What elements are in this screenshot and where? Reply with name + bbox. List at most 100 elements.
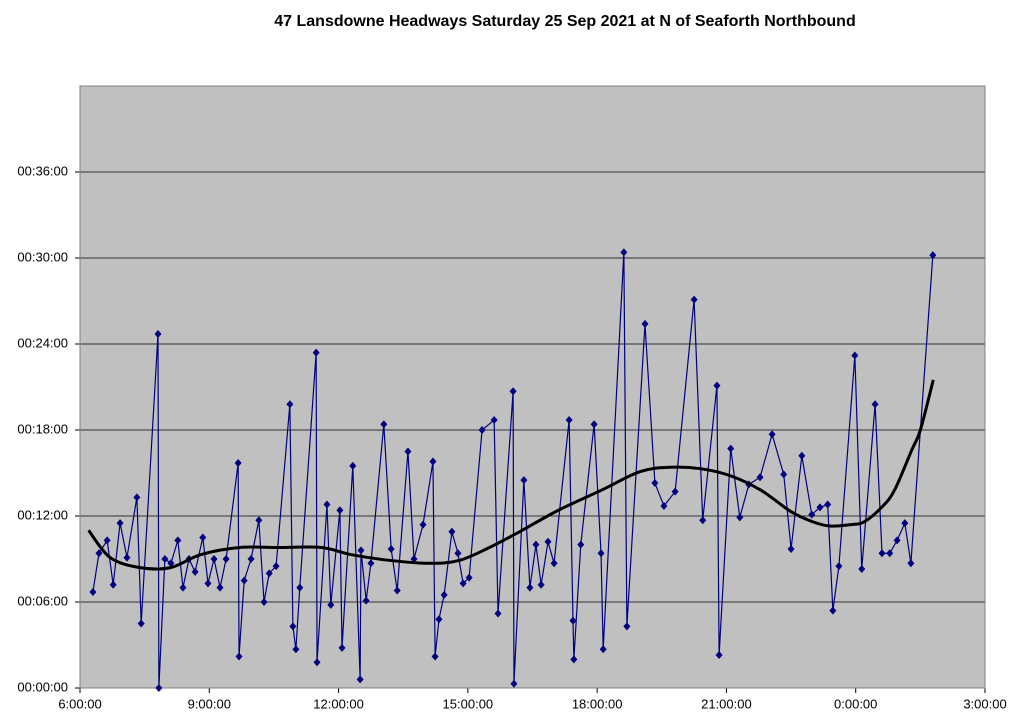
marker [336,506,344,515]
marker [824,500,832,509]
marker [829,606,837,615]
marker [550,559,558,568]
marker [756,473,764,482]
marker [537,580,545,589]
marker [454,549,462,558]
y-tick-label: 00:12:00 [17,507,68,522]
y-tick-label: 00:36:00 [17,163,68,178]
marker [410,555,418,563]
marker [393,586,401,595]
marker [338,643,346,652]
marker [174,536,182,545]
marker [155,684,163,692]
marker [570,655,578,664]
y-tick-label: 00:00:00 [17,679,68,694]
marker [167,559,175,568]
plot-area [80,86,985,688]
plot-border [79,85,986,689]
marker [532,540,540,549]
marker [265,569,273,578]
x-tick-label: 6:00:00 [58,696,101,711]
marker [431,652,439,661]
marker [590,420,598,429]
marker [929,251,937,260]
marker [327,600,335,609]
marker [429,457,437,466]
marker [787,544,795,553]
marker [116,519,124,528]
marker [901,519,909,528]
marker [520,476,528,485]
y-tick-label: 00:24:00 [17,335,68,350]
chart-title: 47 Lansdowne Headways Saturday 25 Sep 20… [274,13,855,30]
marker [272,562,280,571]
marker [623,622,631,631]
marker [780,470,788,479]
marker [907,559,915,568]
marker [599,645,607,654]
marker [367,559,375,568]
marker [356,675,364,684]
marker [690,295,698,304]
marker [808,510,816,519]
marker [286,400,294,409]
marker [660,501,668,510]
marker [526,583,534,592]
marker [179,583,187,592]
marker [893,536,901,545]
marker [465,573,473,582]
marker [255,516,263,525]
marker [103,536,111,545]
marker [222,555,230,563]
marker [569,616,577,625]
x-tick-label: 15:00:00 [443,696,494,711]
marker [544,537,552,546]
marker [565,415,573,424]
y-tick-label: 00:06:00 [17,593,68,608]
marker [235,652,243,661]
marker [362,596,370,605]
x-tick-label: 0:00:00 [834,696,877,711]
y-tick-label: 00:18:00 [17,421,68,436]
x-tick-label: 3:00:00 [963,696,1006,711]
marker [798,451,806,460]
marker [292,645,300,654]
marker [886,549,894,558]
marker [641,319,649,328]
marker [133,493,141,502]
marker [419,520,427,529]
x-tick-label: 12:00:00 [313,696,364,711]
marker [509,387,517,396]
marker [313,658,321,667]
marker [154,329,162,338]
marker [404,447,412,456]
marker [210,555,218,563]
x-tick-label: 18:00:00 [572,696,623,711]
marker [699,516,707,525]
x-tick-label: 21:00:00 [701,696,752,711]
marker [478,426,486,434]
marker [440,590,448,599]
marker [713,381,721,390]
marker [387,544,395,553]
marker [768,430,776,439]
marker [851,351,859,360]
marker [260,598,268,606]
marker [234,458,242,467]
marker [459,579,467,588]
marker [736,513,744,522]
marker [312,348,320,357]
marker [620,248,628,257]
marker [323,500,331,509]
marker [878,549,886,558]
marker [727,444,735,453]
marker [494,609,502,618]
marker [380,420,388,429]
marker [357,546,365,555]
marker [123,553,131,562]
marker [490,415,498,424]
marker [871,400,879,409]
x-tick-label: 9:00:00 [188,696,231,711]
marker [858,565,866,574]
